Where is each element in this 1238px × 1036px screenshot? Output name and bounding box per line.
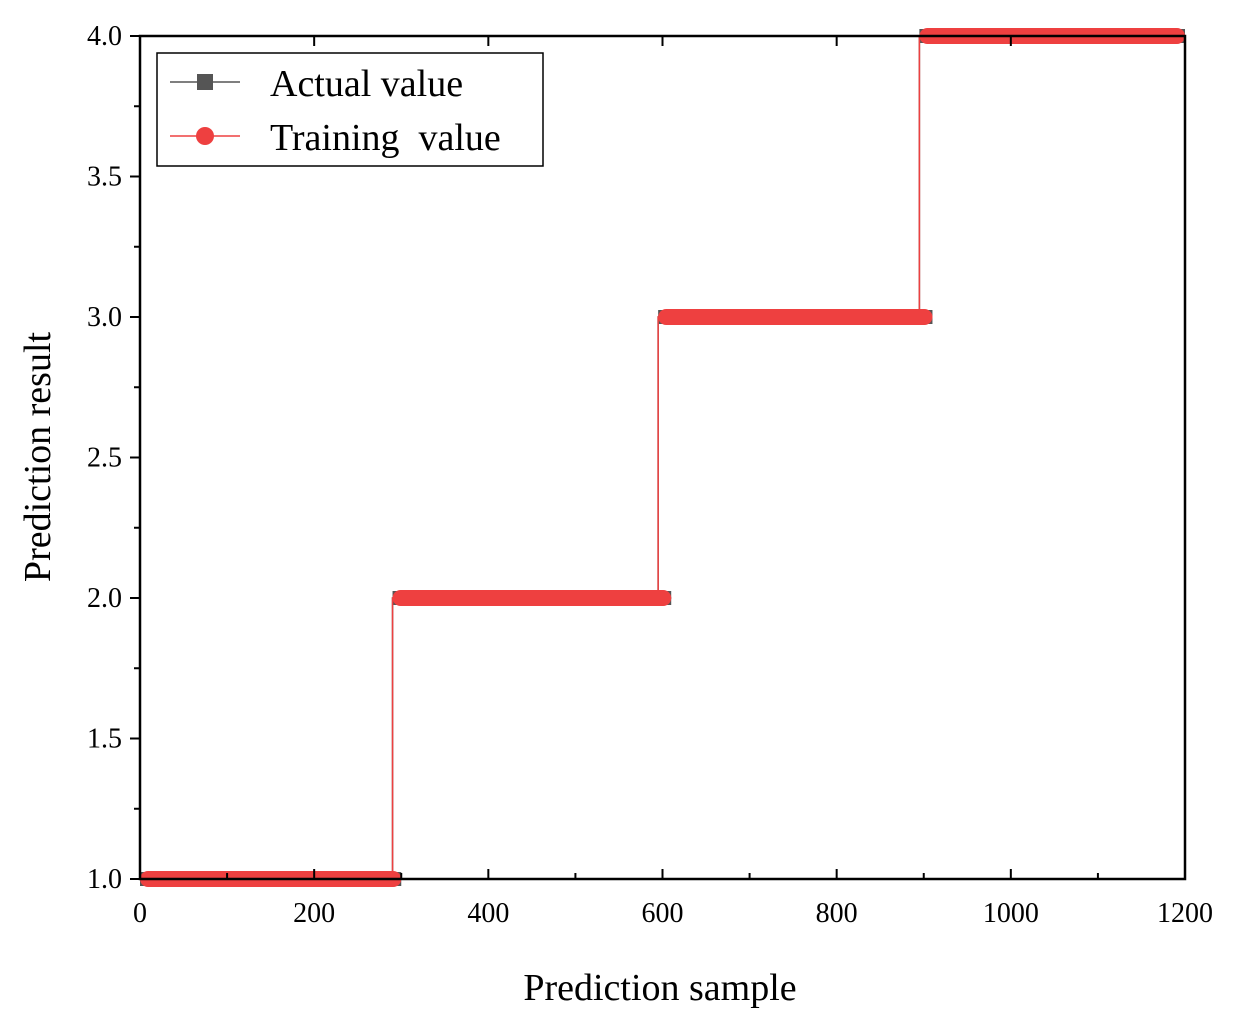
y-tick-label: 4.0 bbox=[87, 21, 122, 52]
x-tick-label: 1200 bbox=[1157, 898, 1213, 929]
x-tick-label: 200 bbox=[293, 898, 335, 929]
tick-layer: 0 200 400 600 800 1000 1200 1.0 1.5 2.0 2.5 3.0 3.5 4… bbox=[87, 21, 1213, 929]
x-axis-title: Prediction sample bbox=[523, 967, 796, 1009]
series-1-segment-1 bbox=[392, 590, 672, 606]
x-tick-label: 600 bbox=[642, 898, 684, 929]
x-tick-label: 0 bbox=[133, 898, 147, 929]
y-tick-label: 1.0 bbox=[87, 864, 122, 895]
y-tick-label: 3.0 bbox=[87, 302, 122, 333]
x-tick-label: 800 bbox=[816, 898, 858, 929]
y-tick-label: 3.5 bbox=[87, 162, 122, 193]
x-tick-label: 1000 bbox=[983, 898, 1039, 929]
y-tick-label: 2.5 bbox=[87, 443, 122, 474]
legend-marker-training bbox=[196, 127, 214, 145]
legend-label-training-value: Training value bbox=[270, 117, 501, 159]
x-tick-label: 400 bbox=[467, 898, 509, 929]
legend-label-actual-value: Actual value bbox=[270, 63, 463, 105]
y-axis-title: Prediction result bbox=[17, 332, 59, 583]
y-tick-label: 1.5 bbox=[87, 724, 122, 755]
series-1-segment-2 bbox=[658, 309, 933, 325]
legend-marker-actual bbox=[197, 74, 213, 90]
y-tick-label: 2.0 bbox=[87, 583, 122, 614]
legend: Actual value Training value bbox=[156, 52, 544, 167]
legend-box bbox=[156, 52, 544, 167]
